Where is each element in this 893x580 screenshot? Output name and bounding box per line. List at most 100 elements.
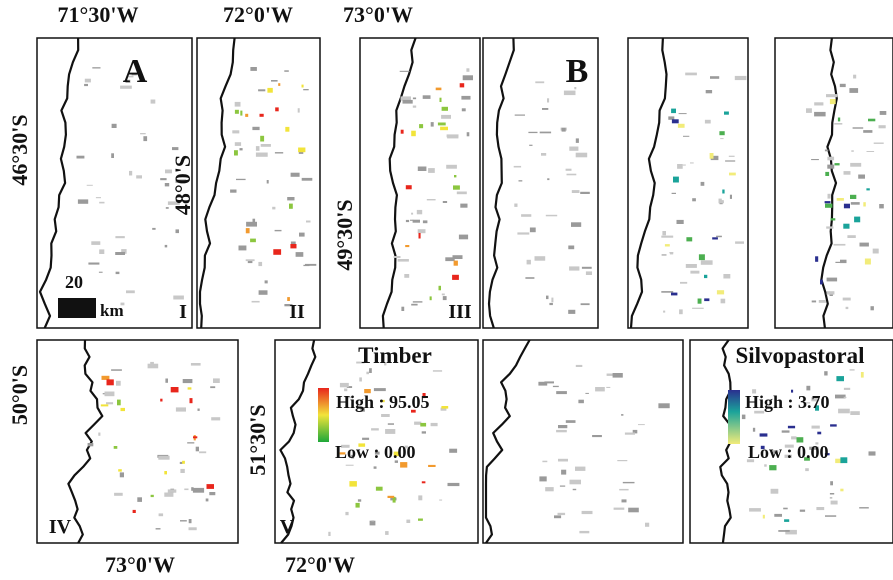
suitability-patch [762, 514, 765, 519]
forest-patch [284, 70, 289, 72]
forest-patch [209, 492, 216, 496]
suitability-patch [815, 405, 819, 411]
forest-patch [252, 218, 256, 223]
forest-patch [682, 164, 686, 166]
suitability-patch [817, 431, 822, 435]
forest-patch [272, 206, 276, 210]
forest-patch [569, 479, 581, 485]
forest-patch [716, 235, 722, 238]
forest-patch [184, 488, 189, 491]
forest-patch [668, 116, 675, 120]
forest-patch [136, 175, 142, 179]
forest-patch [683, 135, 690, 137]
map-frame [482, 339, 684, 544]
suitability-patch [400, 129, 404, 134]
forest-patch [806, 385, 811, 391]
suitability-patch [836, 198, 844, 201]
forest-patch [814, 102, 824, 106]
forest-patch [575, 138, 579, 143]
forest-patch [131, 72, 137, 76]
suitability-patch [301, 84, 304, 88]
subpanel-label: I [179, 301, 187, 323]
forest-patch [402, 99, 413, 104]
forest-patch [525, 277, 535, 279]
forest-patch [718, 200, 724, 204]
forest-patch [705, 90, 713, 94]
forest-patch [466, 132, 470, 137]
suitability-patch [234, 150, 238, 156]
suitability-patch [787, 425, 796, 429]
forest-patch [542, 108, 549, 110]
suitability-patch [400, 462, 408, 468]
forest-patch [111, 123, 117, 128]
suitability-patch [825, 171, 830, 176]
forest-patch [346, 386, 353, 388]
forest-patch [566, 173, 577, 176]
forest-patch [749, 508, 761, 512]
suitability-patch [796, 437, 804, 443]
suitability-patch [411, 130, 416, 137]
forest-patch [179, 461, 183, 464]
forest-patch [805, 468, 809, 472]
suitability-patch [160, 398, 163, 402]
forest-patch [773, 450, 779, 454]
forest-patch [843, 171, 851, 175]
suitability-patch [829, 99, 836, 105]
forest-patch [829, 497, 833, 499]
forest-patch [579, 530, 590, 534]
forest-patch [870, 306, 874, 311]
forest-patch [827, 156, 835, 161]
suitability-patch [164, 471, 167, 475]
forest-patch [137, 497, 142, 502]
forest-patch [299, 232, 305, 237]
forest-patch [430, 422, 438, 427]
forest-patch [843, 387, 851, 390]
forest-patch [341, 444, 350, 448]
forest-patch [595, 387, 605, 392]
forest-patch [466, 68, 470, 72]
scale-value: 20 [65, 272, 83, 292]
forest-patch [91, 241, 101, 245]
suitability-patch [704, 298, 710, 302]
forest-patch [574, 87, 577, 90]
labels: 71°30'W 72°0'W 73°0'W 46°30'S 48°0'S 49°… [7, 2, 865, 577]
forest-patch [274, 229, 282, 232]
forest-patch [158, 455, 170, 460]
forest-patch [728, 155, 735, 157]
suitability-patch [420, 422, 427, 427]
forest-patch [371, 520, 374, 522]
forest-patch [410, 219, 414, 221]
suitability-patch [120, 407, 125, 412]
forest-patch [211, 417, 221, 421]
suitability-patch [380, 399, 385, 403]
forest-patch [428, 168, 435, 173]
suitability-patch [275, 107, 279, 112]
legend-high: High : 3.70 [745, 392, 830, 412]
forest-patch [412, 97, 417, 100]
forest-patch [571, 222, 582, 227]
forest-patch [255, 146, 260, 151]
suitability-patch [150, 494, 154, 498]
suitability-patch [440, 126, 448, 131]
forest-patch [723, 274, 731, 279]
forest-patch [784, 454, 792, 458]
suitability-patch [438, 285, 441, 291]
suitability-patch [245, 228, 250, 234]
forest-patch [529, 144, 533, 146]
forest-patch [274, 152, 284, 154]
forest-patch [84, 83, 88, 87]
forest-patch [404, 274, 410, 278]
forest-patch [676, 219, 684, 224]
forest-patch [234, 101, 241, 107]
forest-patch [381, 414, 390, 417]
forest-patch [92, 67, 101, 69]
forest-patch [360, 407, 365, 412]
forest-patch [158, 513, 164, 517]
forest-patch [260, 144, 271, 147]
map-frame [36, 339, 239, 544]
forest-patch [104, 391, 115, 397]
forest-patch [430, 122, 434, 127]
subpanel-label: III [448, 301, 472, 323]
coastline [38, 37, 80, 329]
coastline [487, 37, 515, 329]
